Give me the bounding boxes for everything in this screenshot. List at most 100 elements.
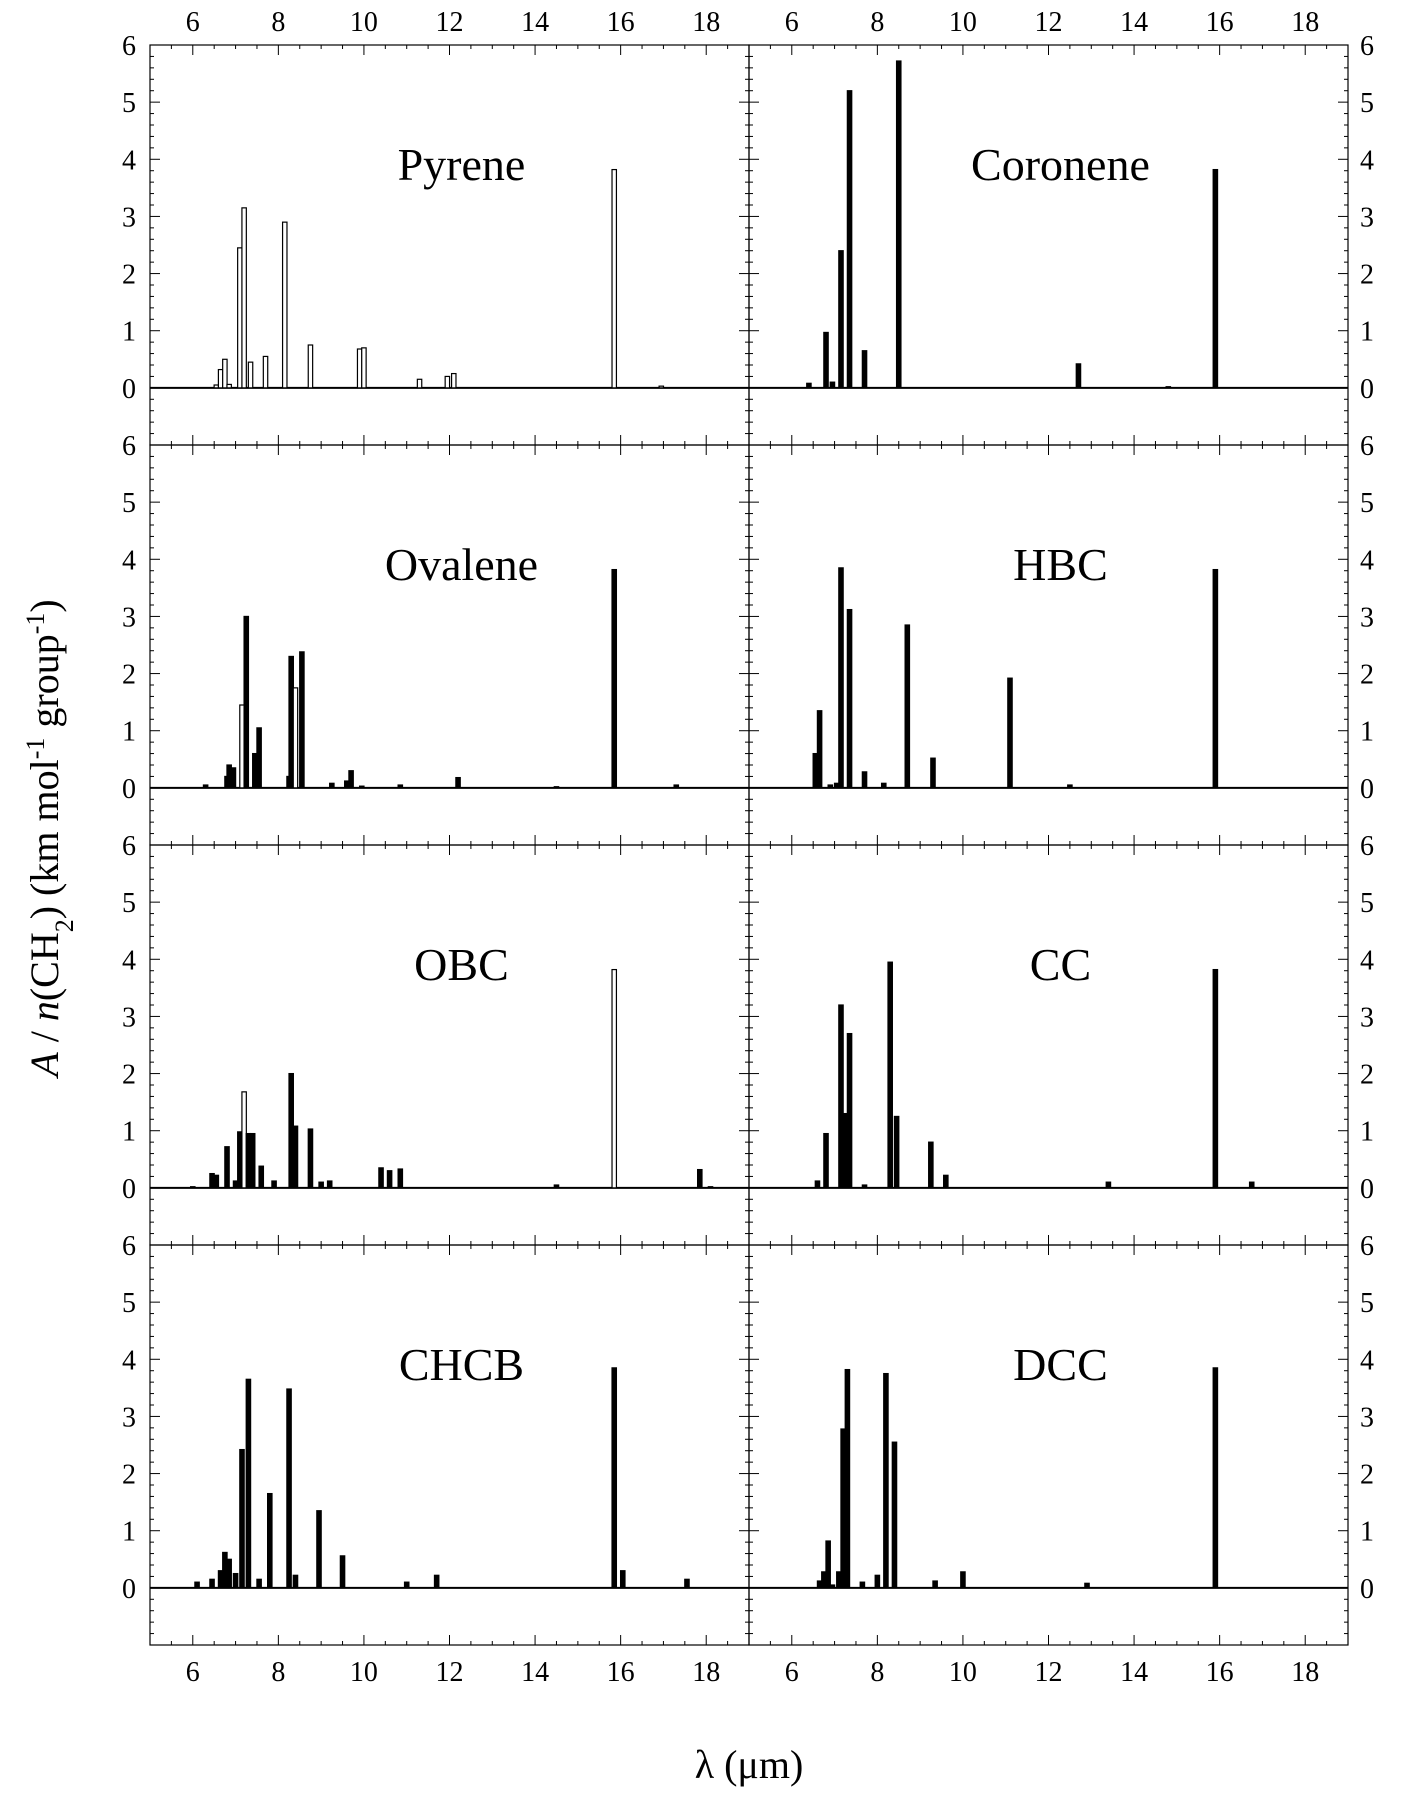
bar-mark [243,615,250,789]
y-tick-label: 0 [1360,1574,1374,1605]
y-tick-label: 3 [1360,1002,1374,1033]
bar-mark [553,786,560,789]
bar-mark [416,378,423,389]
bars [202,568,680,789]
bar-mark [1075,363,1082,389]
x-tick-label: 16 [607,1657,635,1688]
ticks [149,1244,750,1646]
bar-mark [245,1378,252,1589]
bar-mark [943,1174,949,1189]
bar-mark [827,784,834,789]
bar-mark [230,767,237,789]
bar-mark [838,1004,844,1189]
bar-mark [316,1510,322,1589]
y-tick-label: 0 [122,1574,136,1605]
bar-mark [262,355,269,389]
y-tick-label: 3 [122,1402,136,1433]
bar-mark [859,1581,866,1589]
y-tick-label: 3 [1360,202,1374,233]
bars [213,168,665,389]
y-tick-label: 2 [1360,1060,1374,1091]
bar-mark [299,651,305,789]
y-tick-label: 4 [1360,1345,1374,1376]
x-tick-label: 12 [1035,1657,1063,1688]
y-tick-label: 3 [1360,1402,1374,1433]
x-tick-label: 12 [1035,7,1063,38]
y-tick-label: 1 [1360,717,1374,748]
bar-mark [846,90,853,389]
bar-mark [829,381,836,389]
x-tick-label: 12 [436,7,464,38]
ticks [748,844,1349,1246]
bar-mark [213,1174,220,1189]
bar-mark [403,1581,410,1589]
bar-mark [684,1578,690,1589]
y-tick-label: 3 [122,602,136,633]
y-tick-label: 1 [122,717,136,748]
bar-mark [846,1032,853,1189]
bar-mark [444,375,451,389]
bar-mark [433,1574,440,1589]
bars [816,1367,1219,1589]
bar-mark [1007,677,1013,789]
bars [806,60,1219,389]
bar-mark [241,207,247,389]
x-tick-label: 8 [271,1657,285,1688]
y-tick-label: 5 [1360,1288,1374,1319]
y-tick-label: 0 [122,774,136,805]
y-tick-label: 1 [122,317,136,348]
panel-title: OBC [414,939,509,990]
bar-mark [1212,568,1219,789]
bar-mark [307,344,314,389]
bar-mark [339,1555,346,1589]
bar-mark [825,1540,831,1589]
bar-mark [874,1574,881,1589]
bar-mark [256,727,262,789]
bar-mark [226,383,232,389]
bar-mark [202,784,209,789]
y-tick-label: 5 [1360,88,1374,119]
y-tick-label: 4 [1360,945,1374,976]
panel-cc: 0 1 2 3 4 5 6 CC [748,831,1374,1246]
bar-mark [307,1128,314,1189]
bar-mark [838,567,844,789]
y-tick-label: 6 [1360,31,1374,62]
x-tick-label: 10 [949,1657,977,1688]
bar-mark [239,1448,245,1589]
x-tick-label: 10 [350,1657,378,1688]
ticks [748,444,1349,846]
y-tick-label: 0 [1360,374,1374,405]
bar-mark [1248,1181,1255,1189]
y-axis-title: A / n(CH2) (km mol-1 group-1) [21,599,79,1079]
bar-mark [893,1115,900,1189]
y-tick-label: 6 [122,1231,136,1262]
x-tick-label: 14 [1120,1657,1148,1688]
bar-mark [960,1571,966,1589]
y-tick-label: 5 [122,888,136,919]
ticks [748,1244,1349,1646]
y-tick-label: 1 [1360,317,1374,348]
bar-mark [829,1584,836,1589]
bar-mark [895,60,902,389]
bar-mark [348,770,354,789]
bar-mark [318,1181,324,1189]
panel-title: Pyrene [398,139,526,190]
bar-mark [232,1572,239,1589]
y-tick-label: 4 [1360,545,1374,576]
bar-mark [611,1367,618,1589]
bar-mark [823,331,829,389]
bar-mark [553,1184,560,1189]
x-tick-label: 10 [350,7,378,38]
y-tick-label: 2 [122,660,136,691]
bar-mark [1165,386,1172,389]
bar-mark [1212,1367,1219,1589]
bar-mark [397,784,404,789]
panel-title: Ovalene [385,539,538,590]
bar-mark [256,1578,262,1589]
bar-mark [326,1180,333,1189]
y-tick-label: 6 [122,31,136,62]
x-tick-label: 14 [521,1657,549,1688]
